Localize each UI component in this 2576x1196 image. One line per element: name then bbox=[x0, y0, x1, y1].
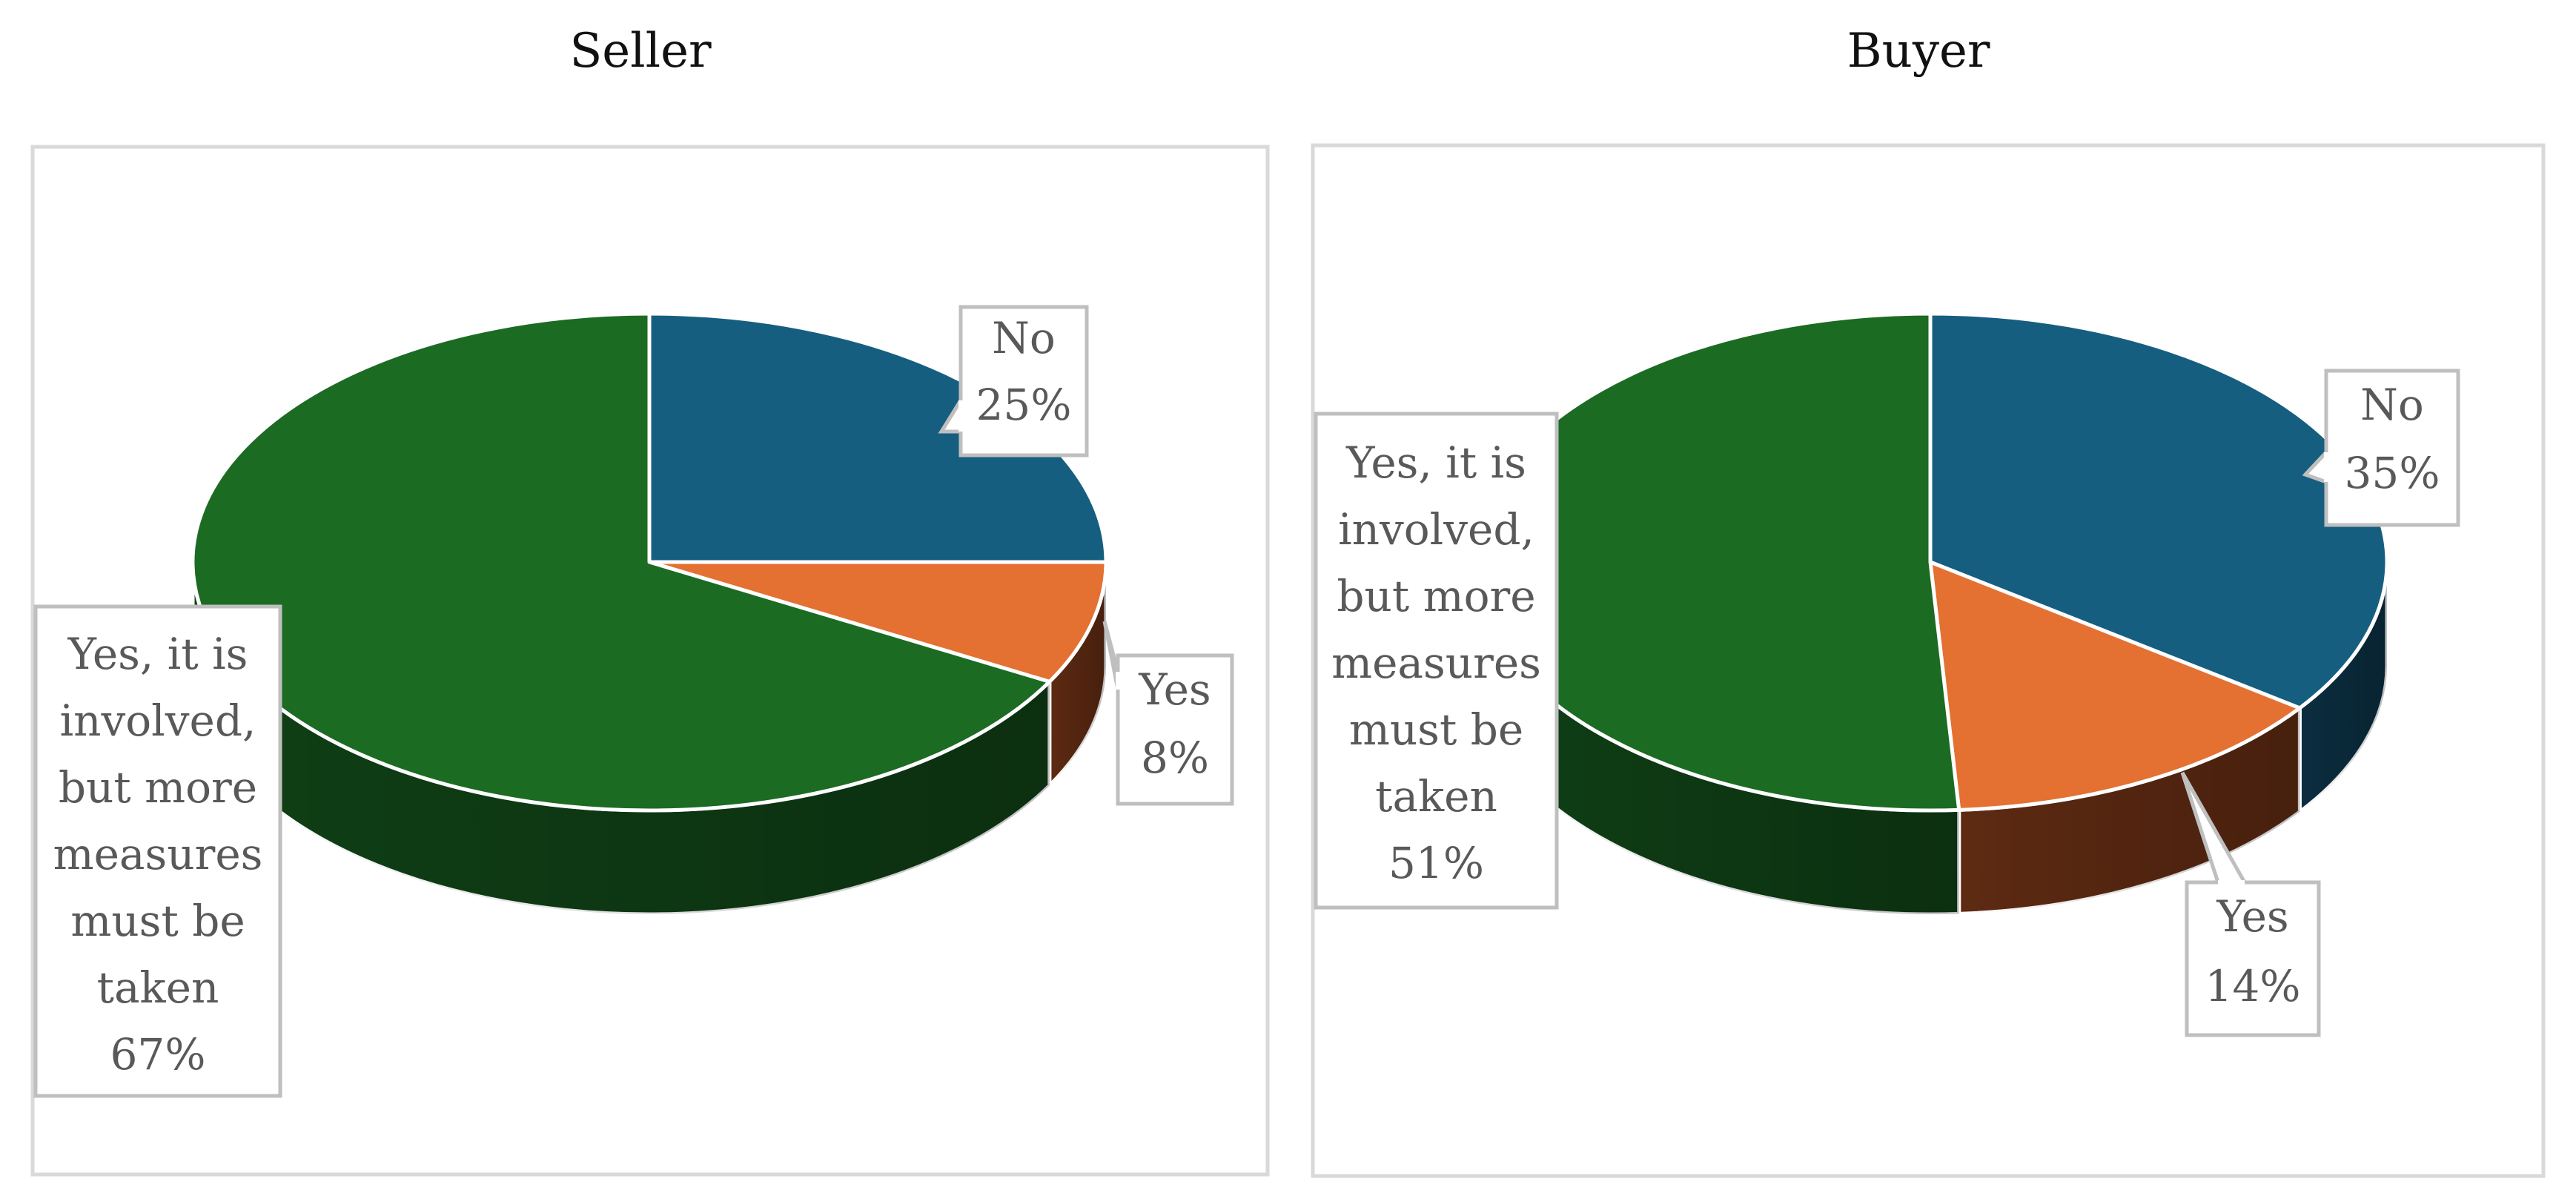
seller-data-label-value: 8% bbox=[1141, 733, 1209, 783]
buyer-pie-sides bbox=[1471, 561, 2389, 916]
seller-data-label-line: Yes, it is bbox=[67, 629, 248, 679]
buyer-data-label-box-0 bbox=[2324, 369, 2460, 527]
seller-data-label-1: Yes 8% bbox=[1102, 621, 1234, 806]
buyer-slice-1 bbox=[1928, 560, 2302, 812]
seller-data-label-box-0 bbox=[958, 305, 1089, 457]
buyer-slice-side-shade-2 bbox=[1473, 562, 1959, 915]
seller-slice-1 bbox=[647, 560, 1108, 684]
buyer-data-label-2: Yes, it is involved, but more measures must … bbox=[1314, 412, 1559, 910]
buyer-data-label-line: involved, bbox=[1338, 504, 1534, 555]
buyer-data-label-value: 35% bbox=[2345, 448, 2440, 498]
seller-data-label-line: involved, bbox=[60, 696, 256, 746]
buyer-chart: Buyer No 35% Yes 14% Yes, it is involved, but … bbox=[1311, 24, 2546, 1178]
buyer-data-label-line: but more bbox=[1337, 571, 1535, 621]
buyer-pie-top bbox=[1471, 311, 2389, 813]
buyer-data-label-line: Yes, it is bbox=[1345, 437, 1526, 488]
seller-data-label-value: 67% bbox=[110, 1029, 206, 1080]
seller-data-label-0: No 25% bbox=[938, 305, 1089, 457]
seller-data-label-box-1 bbox=[1116, 653, 1234, 806]
seller-pie-top bbox=[191, 311, 1108, 813]
seller-data-labels: No 25% Yes 8% Yes, it is involved, but more mea… bbox=[33, 305, 1234, 1098]
buyer-data-label-line: measures bbox=[1331, 638, 1541, 688]
buyer-data-label-value: 51% bbox=[1388, 838, 1484, 888]
seller-data-label-line: measures bbox=[53, 829, 263, 879]
buyer-data-label-category: No bbox=[2360, 380, 2424, 430]
seller-data-label-2: Yes, it is involved, but more measures must … bbox=[33, 604, 282, 1098]
buyer-data-label-0: No 35% bbox=[2302, 369, 2460, 527]
seller-data-label-line: taken bbox=[97, 962, 219, 1013]
seller-slice-side-shade-2 bbox=[193, 562, 1050, 915]
seller-slice-side-shade-1 bbox=[1049, 562, 1106, 786]
seller-data-label-line: but more bbox=[59, 762, 257, 813]
seller-chart: Seller No 25% Yes 8% Yes, it is involved, but … bbox=[30, 24, 1270, 1177]
seller-data-label-value: 25% bbox=[976, 380, 1072, 430]
seller-data-label-box-2 bbox=[33, 604, 282, 1098]
buyer-data-label-value: 14% bbox=[2205, 961, 2301, 1011]
seller-chart-title: Seller bbox=[569, 24, 712, 79]
buyer-data-label-box-1 bbox=[2185, 880, 2321, 1037]
buyer-data-label-box-2 bbox=[1314, 412, 1559, 910]
buyer-slice-side-shade-0 bbox=[2299, 562, 2387, 812]
buyer-data-label-1: Yes 14% bbox=[2180, 771, 2321, 1037]
seller-data-label-category: No bbox=[992, 313, 1056, 363]
buyer-data-label-line: taken bbox=[1375, 771, 1497, 822]
buyer-data-labels: No 35% Yes 14% Yes, it is involved, but more me… bbox=[1314, 369, 2460, 1037]
buyer-data-label-line: must be bbox=[1349, 704, 1523, 755]
buyer-data-label-category: Yes bbox=[2216, 891, 2288, 942]
buyer-chart-title: Buyer bbox=[1847, 24, 1990, 79]
seller-data-label-category: Yes bbox=[1138, 664, 1211, 715]
buyer-slice-side-shade-1 bbox=[1959, 707, 2300, 914]
seller-data-label-line: must be bbox=[70, 896, 245, 946]
